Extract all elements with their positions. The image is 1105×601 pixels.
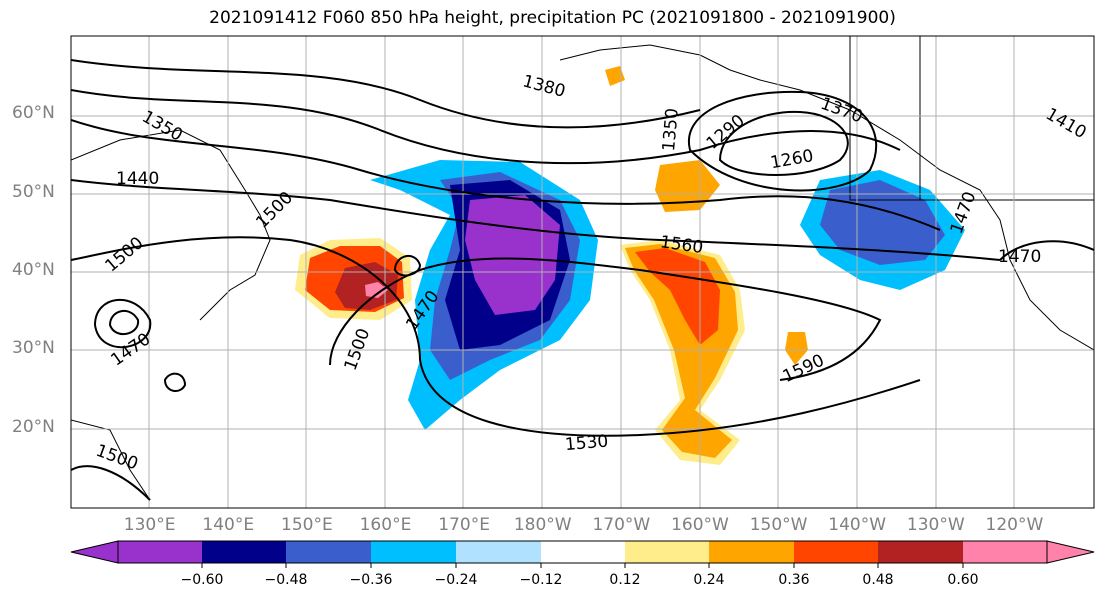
colorbar-tick-label: 0.24 bbox=[693, 572, 725, 588]
longitude-label: 170°E bbox=[438, 515, 490, 535]
longitude-label: 130°W bbox=[906, 515, 965, 535]
colorbar-extend-max bbox=[1046, 540, 1095, 564]
graticule bbox=[71, 36, 1094, 508]
colorbar-segment bbox=[794, 541, 878, 563]
contour-label: 1350 bbox=[659, 107, 683, 152]
colorbar-segment bbox=[456, 541, 541, 563]
longitude-label: 150°E bbox=[281, 515, 333, 535]
latitude-label: 60°N bbox=[12, 103, 55, 124]
contour-label: 1530 bbox=[564, 431, 609, 455]
contour-label: 1470 bbox=[998, 247, 1041, 267]
latitude-label: 20°N bbox=[12, 416, 55, 437]
latitude-label: 30°N bbox=[12, 338, 55, 359]
latitude-label: 50°N bbox=[12, 181, 55, 202]
map-frame bbox=[70, 35, 1095, 509]
longitude-label: 170°W bbox=[592, 515, 651, 535]
colorbar-tick-label: 0.60 bbox=[947, 572, 979, 588]
colorbar-segment bbox=[286, 541, 371, 563]
precip-positive-north bbox=[605, 66, 808, 365]
colorbar-segment bbox=[625, 541, 709, 563]
colorbar-tick-label: −0.12 bbox=[519, 572, 563, 588]
colorbar-tick-label: −0.36 bbox=[349, 572, 393, 588]
colorbar-extend-min bbox=[70, 540, 119, 564]
coastlines bbox=[71, 36, 1094, 501]
colorbar-segment bbox=[709, 541, 794, 563]
colorbar-segment bbox=[541, 541, 625, 563]
colorbar bbox=[70, 540, 1095, 568]
colorbar-tick-label: 0.36 bbox=[778, 572, 810, 588]
colorbar-segment bbox=[118, 541, 202, 563]
colorbar-tick-label: −0.24 bbox=[434, 572, 478, 588]
colorbar-tick-label: 0.48 bbox=[862, 572, 894, 588]
longitude-label: 120°W bbox=[985, 515, 1044, 535]
height-contours bbox=[71, 59, 1094, 501]
precip-positive-west bbox=[295, 238, 412, 320]
contour-label: 1440 bbox=[116, 169, 159, 189]
colorbar-segment bbox=[878, 541, 963, 563]
colorbar-segment bbox=[963, 541, 1047, 563]
map-title: 2021091412 F060 850 hPa height, precipit… bbox=[209, 8, 896, 28]
colorbar-tick-label: −0.60 bbox=[180, 572, 224, 588]
longitude-label: 140°W bbox=[828, 515, 887, 535]
longitude-label: 130°E bbox=[123, 515, 176, 535]
colorbar-tick-label: −0.48 bbox=[264, 572, 308, 588]
latitude-label: 40°N bbox=[12, 259, 55, 280]
longitude-label: 150°W bbox=[749, 515, 808, 535]
colorbar-segment bbox=[202, 541, 286, 563]
longitude-label: 180°W bbox=[513, 515, 572, 535]
colorbar-segment bbox=[371, 541, 456, 563]
longitude-label: 160°W bbox=[671, 515, 729, 535]
longitude-label: 160°E bbox=[359, 515, 412, 535]
longitude-label: 140°E bbox=[202, 515, 255, 535]
colorbar-tick-label: 0.12 bbox=[609, 572, 641, 588]
